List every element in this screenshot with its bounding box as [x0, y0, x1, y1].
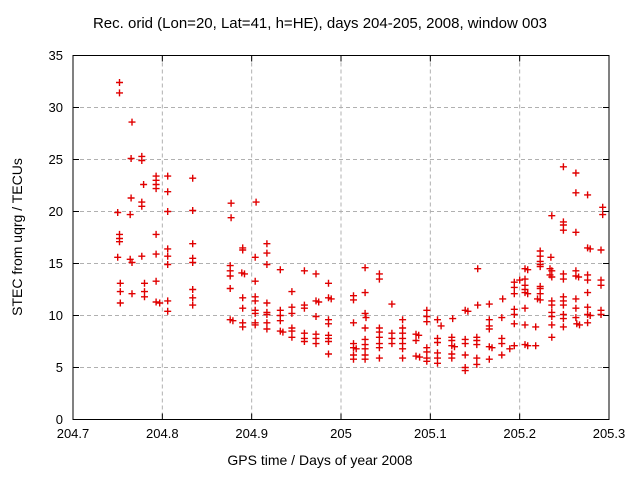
- x-tick-label: 205.1: [414, 426, 447, 441]
- x-tick-label: 205: [330, 426, 352, 441]
- y-tick-label: 5: [56, 360, 63, 375]
- chart-title: Rec. orid (Lon=20, Lat=41, h=HE), days 2…: [92, 15, 548, 32]
- x-tick-label: 204.7: [57, 426, 90, 441]
- y-tick-label: 30: [49, 100, 63, 115]
- y-tick-label: 15: [49, 256, 63, 271]
- x-tick-label: 204.9: [235, 426, 268, 441]
- x-tick-label: 205.2: [503, 426, 536, 441]
- gridlines: [73, 55, 609, 420]
- x-tick-label: 205.3: [593, 426, 626, 441]
- y-tick-label: 10: [49, 308, 63, 323]
- x-tick-label: 204.8: [146, 426, 179, 441]
- data-points-uqrg: [114, 79, 607, 375]
- y-tick-label: 35: [49, 48, 63, 63]
- y-tick-label: 25: [49, 152, 63, 167]
- y-tick-label: 20: [49, 204, 63, 219]
- axis-ticks: [72, 55, 610, 420]
- y-tick-label: 0: [56, 412, 63, 427]
- x-axis-label: GPS time / Days of year 2008: [227, 452, 413, 468]
